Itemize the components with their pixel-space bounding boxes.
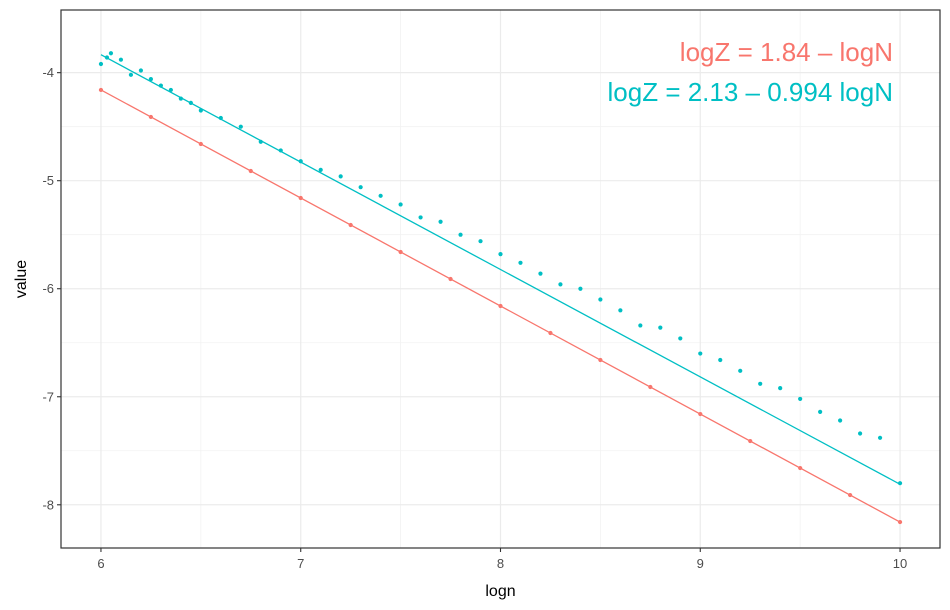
data-points [98, 51, 903, 525]
series-2-point [378, 193, 383, 198]
series-2-point [198, 108, 203, 113]
x-tick-label: 7 [297, 556, 304, 571]
y-tick-label: -6 [42, 281, 54, 296]
series-1-point [648, 384, 653, 390]
series-2-point [338, 174, 343, 179]
y-tick-label: -8 [42, 497, 54, 512]
series-2-point [118, 57, 124, 62]
series-2-point [678, 336, 683, 341]
series-2-point [778, 386, 783, 391]
series-1-point [248, 168, 253, 174]
series-2-point [818, 409, 823, 414]
x-tick-label: 10 [893, 556, 907, 571]
series-1-point [848, 492, 853, 498]
series-2-point [258, 139, 263, 144]
series-1-point [498, 303, 503, 309]
series-2-point [458, 232, 463, 237]
series-2-point [718, 357, 723, 363]
series-2-point [188, 100, 193, 106]
series-2-point [838, 418, 843, 423]
series-2-point [578, 286, 583, 291]
fit-line-2 [100, 54, 901, 485]
series-2-point [478, 239, 483, 244]
series-2-point [278, 148, 283, 153]
series-2-point [318, 167, 323, 172]
series-1-point [748, 438, 753, 444]
series-2-point [798, 396, 803, 402]
grid [61, 10, 940, 548]
series-2-point [758, 381, 763, 386]
series-2-point [877, 435, 883, 440]
series-1-point [198, 141, 203, 147]
series-1-point [698, 411, 703, 417]
y-axis-title: value [13, 260, 30, 298]
series-2-point [218, 115, 223, 121]
series-1-point [298, 195, 303, 201]
series-2-point [658, 325, 663, 330]
y-tick-label: -4 [42, 65, 54, 80]
series-2-point [298, 159, 303, 164]
annotation-1: logZ = 1.84 – logN [680, 37, 893, 67]
annotation-2: logZ = 2.13 – 0.994 logN [608, 77, 893, 107]
series-2-point [238, 124, 243, 129]
series-1-point [98, 87, 104, 93]
series-2-point [738, 368, 743, 373]
x-axis-title: logn [485, 583, 515, 600]
series-2-point [128, 72, 134, 77]
series-1-point [148, 114, 153, 120]
series-2-point [108, 51, 114, 56]
series-2-point [538, 271, 543, 276]
series-2-point [418, 215, 423, 220]
series-1-point [897, 519, 903, 525]
series-2-point [398, 202, 403, 207]
series-1-point [548, 330, 553, 336]
x-tick-label: 8 [497, 556, 504, 571]
series-2-point [98, 61, 104, 67]
series-2-point [897, 481, 903, 486]
x-tick-label: 6 [97, 556, 104, 571]
series-2-point [138, 68, 144, 73]
series-2-point [498, 252, 503, 257]
series-2-point [358, 185, 363, 190]
series-2-point [518, 260, 523, 265]
series-2-point [638, 323, 643, 328]
series-1-point [798, 465, 803, 471]
series-2-point [558, 282, 563, 287]
series-1-point [398, 249, 403, 255]
fit-annotations: logZ = 1.84 – logN logZ = 2.13 – 0.994 lo… [608, 37, 893, 107]
series-2-point [857, 431, 863, 436]
y-tick-label: -7 [42, 389, 54, 404]
series-2-point [168, 87, 173, 93]
series-2-point [104, 55, 110, 60]
series-2-point [178, 96, 183, 101]
series-2-point [148, 77, 153, 82]
series-1-point [598, 357, 603, 363]
series-1-point [448, 276, 453, 282]
series-2-point [438, 219, 443, 224]
series-2-point [598, 297, 603, 302]
axis-ticks: 6 7 8 9 10 -8 -7 -6 -5 -4 [42, 65, 907, 571]
x-tick-label: 9 [697, 556, 704, 571]
series-2-point [698, 351, 703, 356]
series-2-point [158, 83, 163, 88]
series-1-point [348, 222, 353, 228]
y-tick-label: -5 [42, 173, 54, 188]
series-2-point [618, 308, 623, 313]
